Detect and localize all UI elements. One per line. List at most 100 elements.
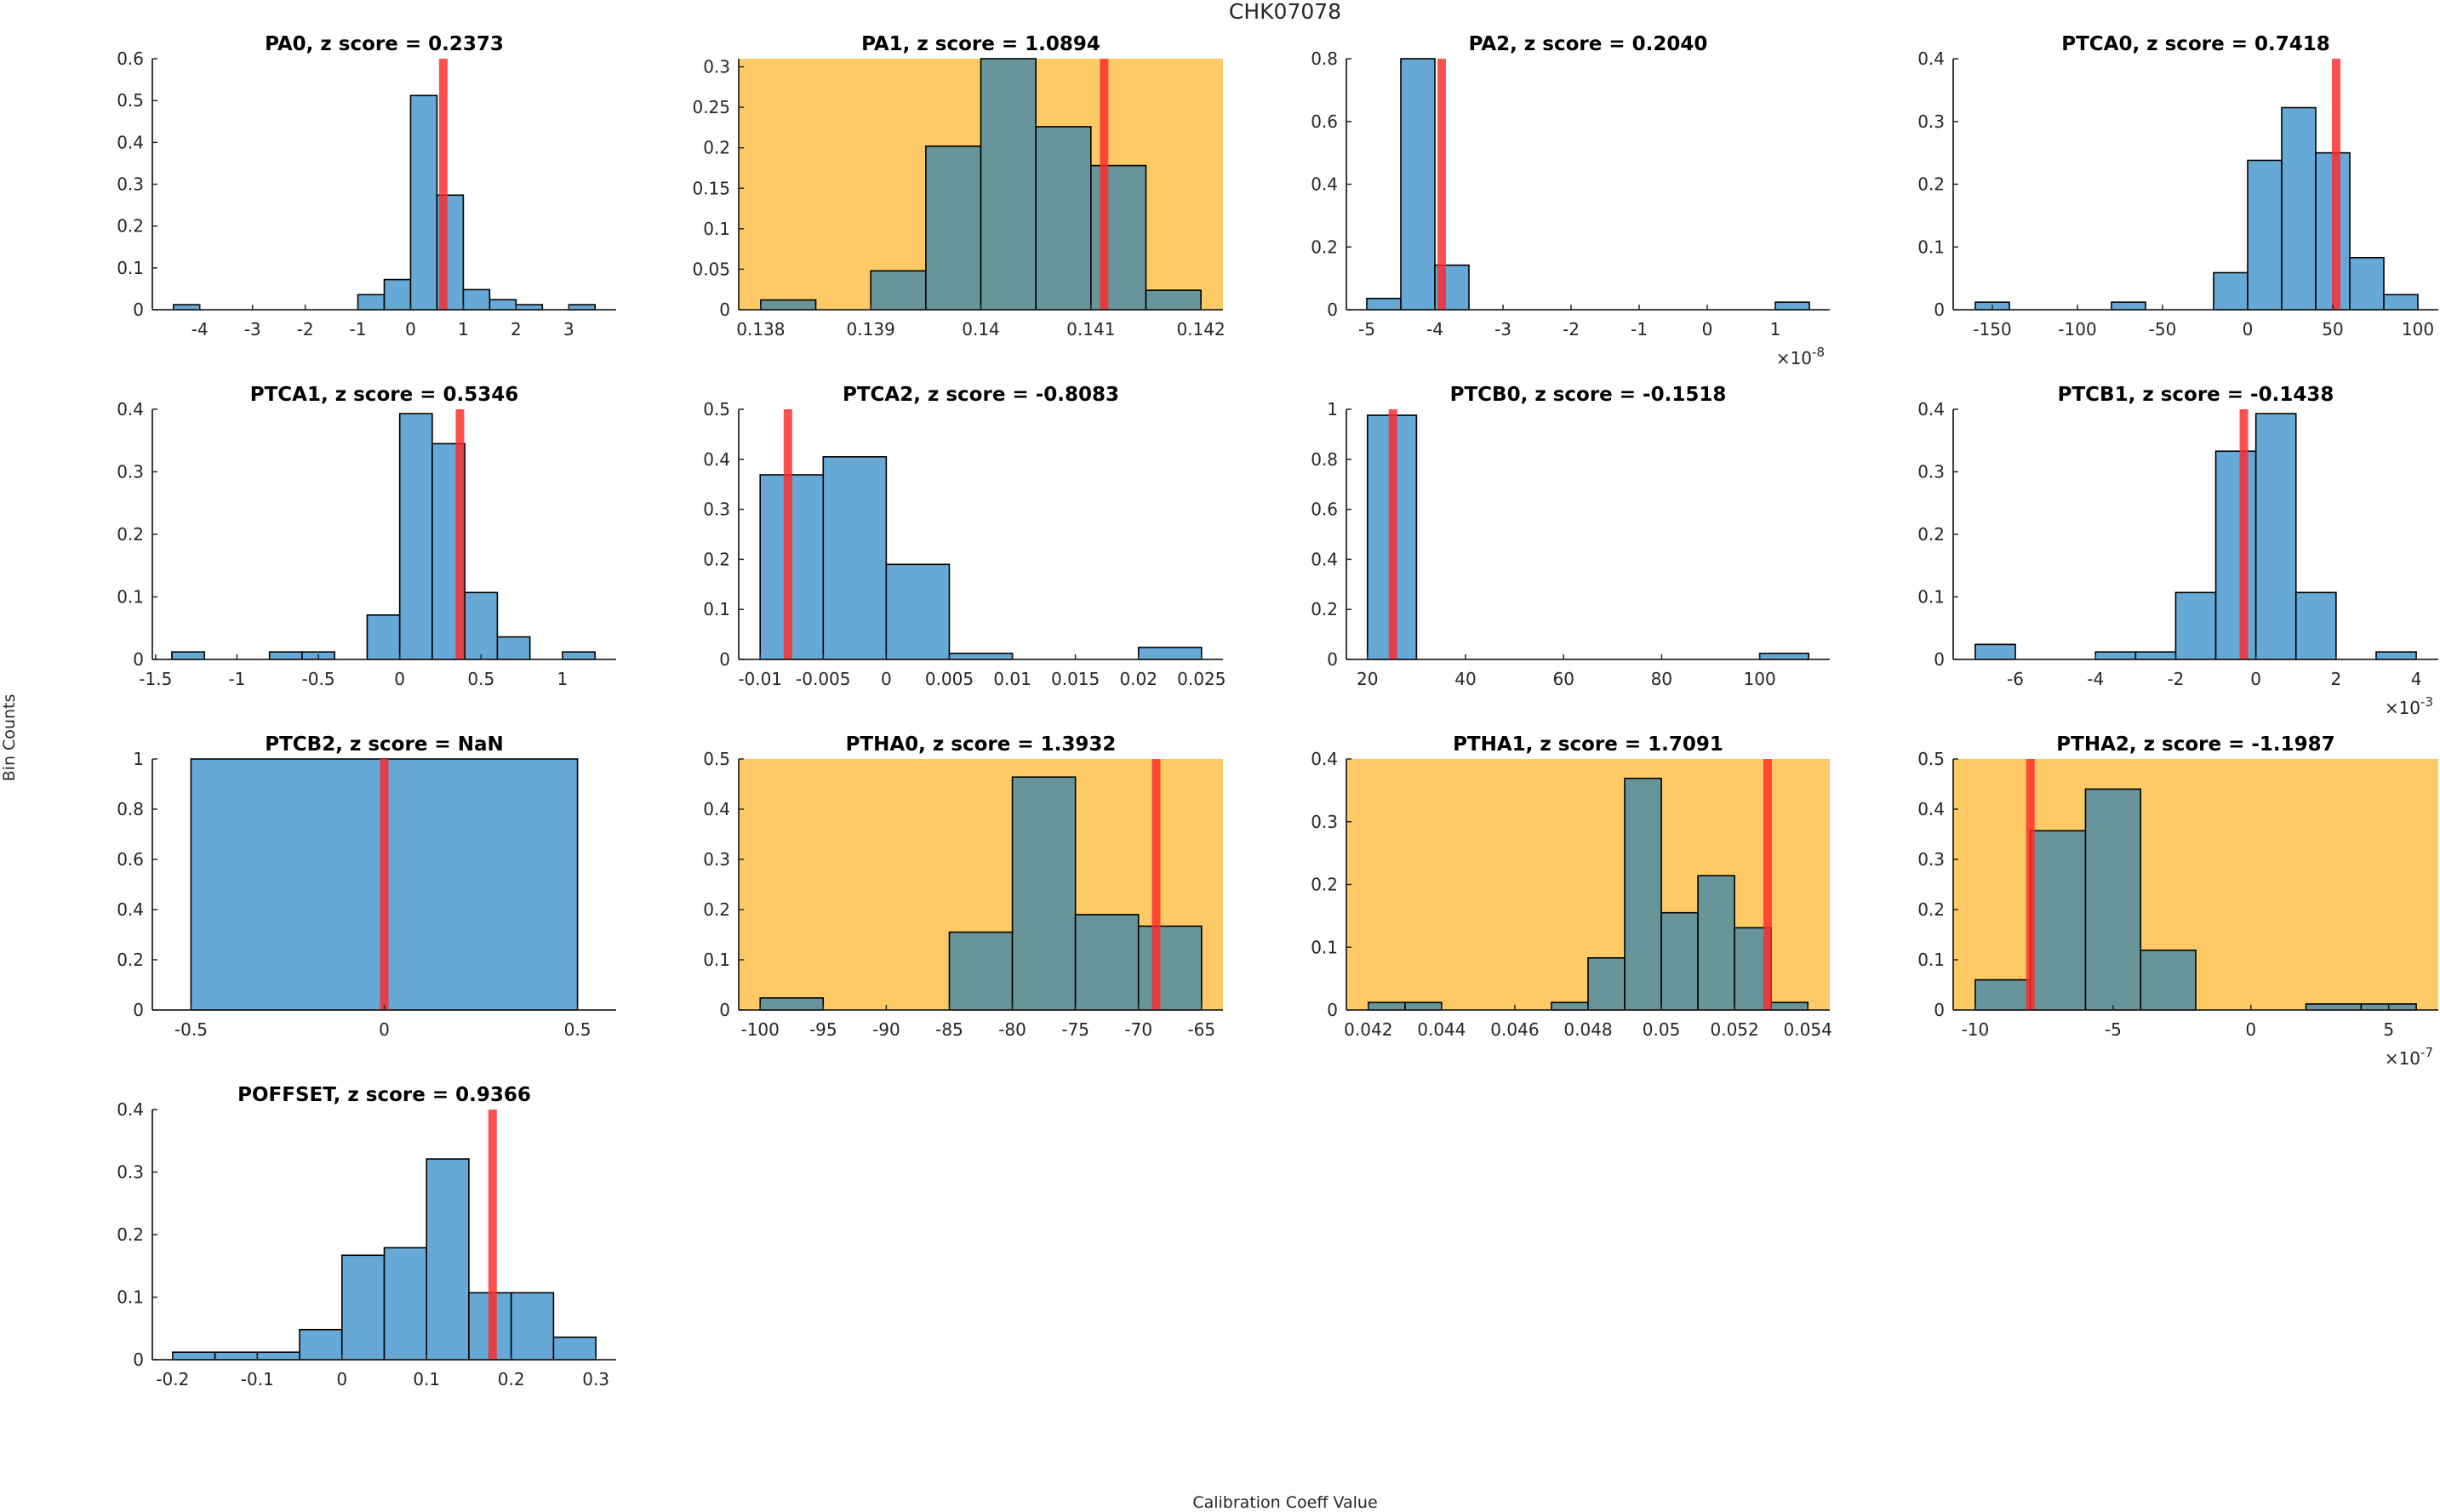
y-tick-label: 0.6 (1311, 499, 1338, 520)
histogram-bar (496, 636, 531, 660)
x-tick-label: -1 (1631, 319, 1648, 339)
histogram-bar (2084, 788, 2142, 1011)
y-tick-label: 0.4 (1311, 174, 1338, 195)
histogram-bar (1660, 911, 1699, 1011)
x-tick-label: -95 (809, 1019, 837, 1040)
panel-title: PTHA2, z score = -1.1987 (2056, 733, 2334, 756)
histogram-bar (885, 563, 951, 660)
histogram-bar (1770, 1001, 1809, 1011)
histogram-bar (1697, 875, 1735, 1011)
y-tick-label: 0.1 (703, 599, 730, 619)
x-tick-label: -85 (935, 1019, 963, 1040)
x-tick-label: 0.01 (993, 669, 1031, 689)
x-tick-label: 0.3 (582, 1369, 609, 1389)
y-tick-label: 0.2 (1917, 524, 1945, 545)
x-tick-label: -75 (1061, 1019, 1089, 1040)
y-tick-label: 0.3 (703, 849, 730, 870)
y-tick-label: 0.3 (117, 462, 144, 482)
x-tick-label: -2 (1563, 319, 1580, 339)
y-tick-label: 0 (133, 1000, 144, 1020)
y-tick-label: 0 (1327, 300, 1338, 320)
y-tick-label: 0.3 (1917, 111, 1945, 132)
y-tick-label: 0.1 (117, 258, 144, 278)
histogram-bar (1400, 58, 1436, 311)
histogram-bar (1137, 647, 1203, 660)
panel-title: PTCA0, z score = 0.7418 (2061, 33, 2329, 55)
x-tick-label: -5 (2105, 1019, 2122, 1040)
y-tick-label: 0 (133, 649, 144, 670)
x-tick-label: 0.1 (413, 1369, 440, 1389)
histogram-bar (340, 1254, 386, 1361)
panel-ptca2: -0.01 -0.005 0 0.005 0.01 0.015 0.02 0.025 0 0.1 0… (703, 384, 1226, 689)
y-tick-label: 0 (719, 300, 730, 320)
histogram-bar (171, 651, 205, 660)
x-tick-label: 0.005 (925, 669, 974, 689)
histogram-bar (1758, 653, 1810, 660)
histogram-bar (1551, 1001, 1589, 1011)
histogram-bar (948, 931, 1014, 1011)
histogram-bar (552, 1336, 597, 1361)
y-tick-label: 0 (1327, 649, 1338, 670)
histogram-bar (2094, 651, 2137, 660)
panel-title: PTCB0, z score = -0.1518 (1450, 384, 1727, 406)
x-tick-label: -100 (740, 1019, 779, 1040)
histogram-bar (1074, 914, 1140, 1011)
y-tick-label: 0.6 (117, 849, 144, 870)
x-tick-label: -5 (1358, 319, 1375, 339)
x-tick-label: -1 (228, 669, 245, 689)
panel-title: PA2, z score = 0.2040 (1469, 33, 1708, 55)
y-tick-label: 0.1 (703, 219, 730, 239)
panel-title: PTCB2, z score = NaN (265, 733, 503, 756)
x-tick-label: 0.044 (1417, 1019, 1466, 1040)
histogram-bar (2375, 651, 2417, 660)
histogram-bar (2247, 159, 2283, 311)
y-tick-label: 0.4 (703, 449, 730, 470)
histogram-bar (2281, 106, 2317, 311)
x-tick-label: 1 (1770, 319, 1781, 339)
x-tick-label: -70 (1124, 1019, 1152, 1040)
x-tick-label: 5 (2383, 1019, 2394, 1040)
value-marker-line (2332, 59, 2340, 310)
histogram-bar (1774, 301, 1810, 311)
histogram-bar (2134, 651, 2177, 660)
x-tick-label: -0.2 (156, 1369, 189, 1389)
histogram-bar (1011, 776, 1077, 1011)
value-marker-line (2026, 759, 2035, 1010)
x-tick-label: 0.2 (498, 1369, 525, 1389)
y-tick-label: 0.3 (1311, 812, 1338, 832)
x-tick-label: 2 (511, 319, 522, 339)
x-exponent-label: ×10-3 (2385, 694, 2433, 718)
histogram-bar (426, 1158, 470, 1361)
y-tick-label: 1 (133, 749, 144, 769)
histogram-bar (299, 1328, 343, 1361)
histogram-bar (870, 270, 927, 311)
histogram-bar (383, 1247, 428, 1361)
histogram-bar (2029, 830, 2087, 1011)
x-tick-label: -100 (2058, 319, 2096, 339)
histogram-bar (2174, 591, 2217, 660)
x-tick-label: 0.141 (1066, 319, 1115, 339)
y-tick-label: 0.4 (1917, 399, 1945, 419)
y-tick-label: 0.4 (1311, 749, 1338, 769)
y-tick-label: 0.2 (703, 899, 730, 920)
value-marker-line (1100, 59, 1109, 310)
x-tick-label: 40 (1454, 669, 1476, 689)
histogram-bar (2254, 413, 2297, 660)
x-tick-label: 0.015 (1051, 669, 1100, 689)
histogram-bar (172, 1351, 216, 1361)
x-tick-label: 0.142 (1177, 319, 1226, 339)
histogram-bar (366, 614, 401, 660)
x-tick-label: 0.046 (1490, 1019, 1539, 1040)
histogram-bar (1090, 164, 1147, 311)
histogram-bar (1145, 289, 1202, 311)
histogram-bar (2140, 949, 2197, 1011)
x-tick-label: -4 (2087, 669, 2104, 689)
y-tick-label: 0.6 (117, 48, 144, 69)
y-tick-label: 0.2 (117, 216, 144, 237)
histogram-bar (948, 653, 1014, 660)
x-tick-label: 0.054 (1784, 1019, 1832, 1040)
x-tick-label: -10 (1962, 1019, 1990, 1040)
histogram-bar (759, 997, 825, 1011)
x-tick-label: 0.138 (736, 319, 785, 339)
y-tick-label: 0.8 (1311, 48, 1338, 69)
